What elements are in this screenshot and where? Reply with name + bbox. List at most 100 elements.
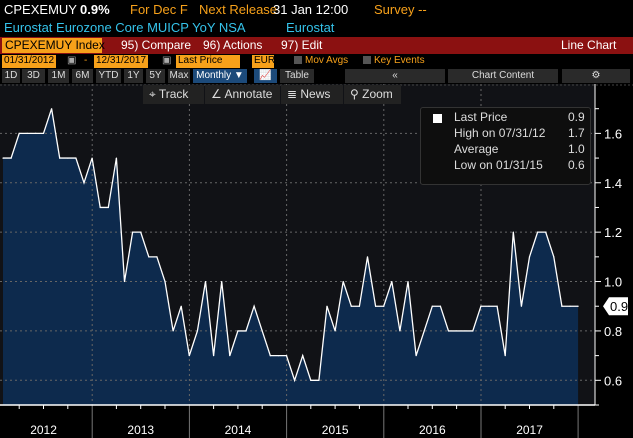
data-point <box>496 305 498 307</box>
data-point <box>366 256 369 258</box>
data-point <box>132 231 134 233</box>
frequency-select[interactable]: Monthly ▼ <box>193 69 247 83</box>
data-point <box>156 256 158 258</box>
legend-high: High on 07/31/12 1.7 <box>454 126 585 140</box>
actions-button[interactable]: 96) Actions <box>203 38 263 52</box>
data-point <box>188 355 190 357</box>
data-point <box>99 206 101 209</box>
data-point <box>472 330 474 332</box>
data-point <box>75 157 77 159</box>
legend-low-value: 0.6 <box>568 158 585 172</box>
collapse-button[interactable]: « <box>345 69 445 83</box>
legend-high-value: 1.7 <box>568 126 585 140</box>
survey: Survey -- <box>374 2 427 17</box>
data-point <box>334 330 336 332</box>
compare-button[interactable]: 95) Compare <box>121 38 192 52</box>
data-point <box>42 132 45 134</box>
data-point <box>480 305 482 307</box>
start-date-input[interactable]: 01/31/2012 <box>2 55 57 68</box>
data-point <box>148 256 150 258</box>
period-button-max[interactable]: Max <box>168 69 190 83</box>
data-point <box>545 231 547 233</box>
data-point <box>83 182 85 184</box>
legend-low-label: Low on 01/31/15 <box>454 158 543 172</box>
data-point <box>504 355 506 357</box>
period-button-5y[interactable]: 5Y <box>146 69 165 83</box>
period-button-3d[interactable]: 3D <box>22 69 45 83</box>
period-button-1y[interactable]: 1Y <box>124 69 143 83</box>
data-point <box>123 280 126 283</box>
pencil-icon: ∠ <box>211 87 225 101</box>
annotate-button[interactable]: ∠ Annotate <box>205 85 280 104</box>
data-point <box>91 157 93 159</box>
period-button-6m[interactable]: 6M <box>72 69 93 83</box>
data-point <box>456 330 458 332</box>
data-point <box>447 330 450 332</box>
data-point <box>245 330 247 332</box>
data-point <box>561 305 563 307</box>
mov-avgs-checkbox[interactable]: Mov Avgs <box>294 55 348 66</box>
legend-low: Low on 01/31/15 0.6 <box>454 158 585 172</box>
period-button-1d[interactable]: 1D <box>2 69 20 83</box>
data-point <box>196 330 198 332</box>
data-point <box>399 330 401 332</box>
data-point <box>488 305 490 307</box>
data-point <box>577 305 579 307</box>
period-button-ytd[interactable]: YTD <box>96 69 121 83</box>
data-point <box>407 280 409 283</box>
edit-button[interactable]: 97) Edit <box>281 38 323 52</box>
chart-type[interactable]: Line Chart <box>561 38 617 52</box>
data-point <box>415 355 417 357</box>
end-date-input[interactable]: 12/31/2017 <box>94 55 149 68</box>
data-point <box>391 280 393 283</box>
y-tick-label: 1.0 <box>604 275 622 290</box>
data-point <box>358 305 360 307</box>
settings-gear-icon[interactable]: ⚙ <box>562 69 630 83</box>
data-point <box>310 379 312 381</box>
news-button[interactable]: ≣ News <box>281 85 343 104</box>
table-button[interactable]: Table <box>280 69 314 83</box>
legend-average-label: Average <box>454 142 499 156</box>
track-button[interactable]: ⌖ Track <box>143 85 204 104</box>
key-events-checkbox[interactable]: Key Events <box>363 55 425 66</box>
last-price-tag-label: 0.9 <box>610 299 628 314</box>
data-point <box>18 132 20 134</box>
data-point <box>423 330 425 332</box>
y-tick-label: 1.4 <box>604 176 622 191</box>
data-point <box>253 305 255 307</box>
data-point <box>2 157 4 159</box>
ticker: CPEXEMUY <box>4 2 77 17</box>
line-chart-icon[interactable]: 📈 <box>254 69 277 83</box>
mov-avgs-label: Mov Avgs <box>305 55 349 66</box>
data-point <box>383 305 385 307</box>
period-button-1m[interactable]: 1M <box>48 69 69 83</box>
data-point <box>294 379 296 381</box>
data-point <box>172 330 174 332</box>
y-tick-label: 1.6 <box>604 126 622 141</box>
data-point <box>537 231 539 233</box>
magnifier-icon: ⚲ <box>350 87 363 101</box>
field-select[interactable]: Last Price <box>176 55 240 68</box>
period-label: For Dec F <box>130 2 188 17</box>
data-point <box>431 305 433 307</box>
news-label: News <box>300 87 331 101</box>
annotate-label: Annotate <box>224 87 273 101</box>
calendar-icon[interactable]: ▣ <box>67 55 77 66</box>
data-point <box>285 355 288 357</box>
data-point <box>318 379 320 381</box>
legend-average-value: 1.0 <box>568 142 585 156</box>
x-tick-label: 2013 <box>127 423 154 437</box>
source: Eurostat <box>286 20 335 35</box>
chart-content-button[interactable]: Chart Content <box>448 69 558 83</box>
calendar-icon[interactable]: ▣ <box>162 55 172 66</box>
key-events-label: Key Events <box>374 55 425 66</box>
data-point <box>34 132 37 134</box>
data-point <box>528 256 531 258</box>
zoom-label: Zoom <box>362 87 393 101</box>
last-price-tag <box>603 297 628 316</box>
series-line <box>3 108 579 383</box>
x-tick-label: 2017 <box>516 423 543 437</box>
security-field[interactable]: CPEXEMUY Index <box>2 38 105 53</box>
zoom-button[interactable]: ⚲ Zoom <box>344 85 401 104</box>
currency-select[interactable]: EUR <box>252 55 276 68</box>
